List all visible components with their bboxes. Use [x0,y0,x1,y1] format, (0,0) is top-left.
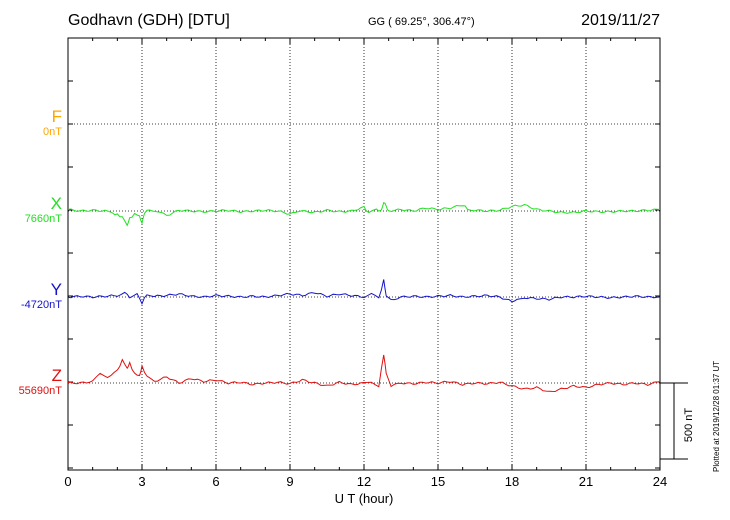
scale-bar-label: 500 nT [683,408,695,443]
geographic-coordinates: GG ( 69.25°, 306.47°) [368,16,475,28]
series-name: Y [50,280,62,299]
baseline-value: 7660nT [24,213,62,225]
baseline-value: 55690nT [18,385,62,397]
x-axis-label: U T (hour) [335,491,394,506]
x-tick-label: 9 [286,474,293,489]
x-tick-label: 24 [653,474,667,489]
series-z-line [67,354,661,393]
x-tick-label: 12 [357,474,371,489]
component-label-x: X 7660nT [2,195,62,226]
series-name: F [51,107,62,126]
x-tick-label: 6 [212,474,219,489]
baseline-value: -4720nT [21,299,62,311]
x-tick-label: 3 [138,474,145,489]
chart-date: 2019/11/27 [581,12,660,29]
plotted-timestamp: Plotted at 2019/12/28 01:37 UT [712,360,721,472]
component-label-y: Y -4720nT [2,281,62,312]
baseline-value: 0nT [43,126,62,138]
station-title: Godhavn (GDH) [DTU] [68,12,230,29]
component-label-f: F 0nT [2,108,62,139]
series-name: X [50,194,62,213]
series-y-line [67,279,661,305]
series-name: Z [51,366,62,385]
component-label-z: Z 55690nT [2,367,62,398]
x-tick-label: 0 [64,474,71,489]
x-tick-label: 21 [579,474,593,489]
series-x-line [67,201,661,227]
x-tick-label: 18 [505,474,519,489]
x-tick-label: 15 [431,474,445,489]
